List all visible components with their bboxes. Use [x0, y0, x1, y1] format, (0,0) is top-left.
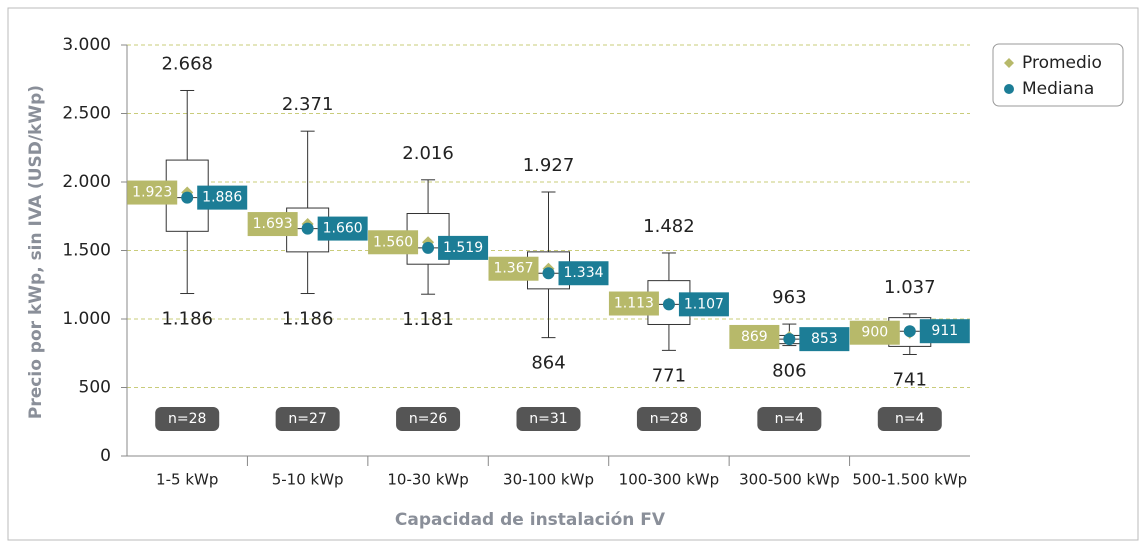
median-marker [422, 241, 435, 254]
mean-label: 1.923 [132, 185, 172, 201]
max-label: 2.371 [282, 94, 334, 115]
median-label-box [197, 185, 248, 210]
y-tick-label: 0 [100, 446, 111, 466]
n-label: n=28 [650, 411, 688, 427]
y-tick-label: 1.000 [62, 309, 111, 329]
max-label: 1.037 [884, 277, 936, 298]
median-label: 1.660 [323, 221, 363, 237]
legend-marker [1004, 84, 1014, 94]
n-badge [636, 407, 701, 431]
y-tick-label: 500 [79, 378, 111, 398]
mean-label: 1.113 [614, 296, 654, 312]
min-label: 1.186 [161, 309, 213, 330]
median-label: 911 [931, 323, 958, 339]
median-marker [662, 298, 675, 311]
median-label: 1.519 [443, 240, 483, 256]
n-badge [516, 407, 581, 431]
y-tick-label: 2.500 [62, 104, 111, 124]
median-label-box [558, 261, 609, 286]
median-marker [301, 222, 314, 235]
mean-label-box [849, 320, 900, 345]
frame [7, 7, 1139, 541]
median-label-box [919, 319, 970, 344]
x-tick-label: 10-30 kWp [387, 471, 468, 489]
x-tick-label: 300-500 kWp [739, 471, 839, 489]
mean-label-box [608, 291, 659, 316]
min-label: 1.181 [402, 309, 454, 330]
n-badge [396, 407, 461, 431]
x-tick-label: 30-100 kWp [503, 471, 594, 489]
max-label: 2.016 [402, 143, 454, 164]
mean-label-box [729, 324, 780, 349]
median-label-box [799, 327, 850, 352]
x-tick-label: 500-1.500 kWp [852, 471, 967, 489]
min-label: 806 [772, 361, 806, 382]
mean-label: 1.560 [373, 234, 413, 250]
min-label: 1.186 [282, 309, 334, 330]
legend-label: Promedio [1022, 53, 1102, 73]
n-label: n=28 [168, 411, 206, 427]
max-label: 2.668 [161, 53, 213, 74]
n-label: n=27 [288, 411, 326, 427]
legend-marker [1004, 58, 1014, 68]
x-axis-label: Capacidad de instalación FV [395, 510, 666, 530]
x-tick-label: 5-10 kWp [272, 471, 344, 489]
x-tick-label: 100-300 kWp [619, 471, 719, 489]
x-tick-label: 1-5 kWp [156, 471, 218, 489]
median-marker [903, 325, 916, 338]
median-label: 853 [811, 331, 838, 347]
median-label-box [317, 216, 368, 241]
legend-label: Mediana [1022, 79, 1094, 99]
n-label: n=4 [775, 411, 805, 427]
n-badge [155, 407, 220, 431]
median-label: 1.107 [684, 296, 724, 312]
min-label: 864 [531, 353, 565, 374]
median-label: 1.886 [202, 190, 242, 206]
y-tick-label: 3.000 [62, 35, 111, 55]
n-label: n=26 [409, 411, 448, 427]
mean-label-box [368, 230, 419, 255]
y-tick-label: 1.500 [62, 241, 111, 261]
mean-label-box [247, 212, 298, 237]
mean-label: 1.367 [493, 261, 533, 277]
median-marker [542, 267, 555, 280]
median-marker [783, 333, 796, 346]
mean-label: 1.693 [253, 216, 293, 232]
mean-label: 869 [741, 329, 768, 345]
n-badge [275, 407, 340, 431]
mean-label: 900 [861, 325, 888, 341]
n-badge [877, 407, 942, 431]
min-label: 741 [893, 369, 927, 390]
y-tick-label: 2.000 [62, 172, 111, 192]
mean-label-box [488, 256, 539, 281]
n-label: n=31 [529, 411, 567, 427]
mean-label-box [127, 180, 178, 205]
legend-box [992, 43, 1124, 107]
max-label: 963 [772, 287, 806, 308]
median-label-box [678, 292, 729, 317]
n-badge [757, 407, 822, 431]
y-axis-label: Precio por kWp, sin IVA (USD/kWp) [26, 85, 46, 419]
median-marker [181, 191, 194, 204]
max-label: 1.482 [643, 216, 695, 237]
median-label-box [438, 235, 489, 260]
n-label: n=4 [895, 411, 925, 427]
min-label: 771 [652, 365, 686, 386]
max-label: 1.927 [523, 155, 575, 176]
median-label: 1.334 [563, 265, 603, 281]
